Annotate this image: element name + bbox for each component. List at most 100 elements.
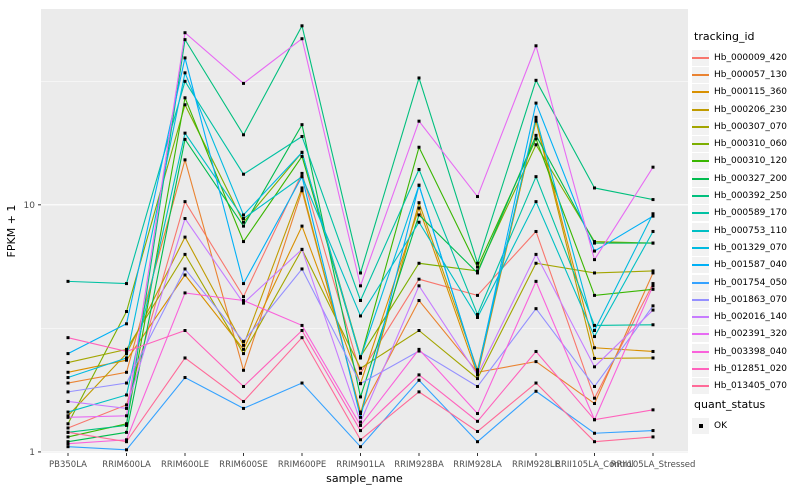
data-point (183, 267, 187, 271)
data-point (242, 172, 245, 176)
data-point (66, 435, 70, 439)
data-point (66, 352, 70, 356)
data-point (593, 249, 596, 253)
legend-item: Hb_001754_050 (692, 274, 798, 291)
data-point (417, 167, 421, 171)
legend-label: Hb_003398_040 (714, 346, 788, 357)
data-point (183, 217, 187, 221)
legend-item: Hb_000206_230 (692, 101, 798, 118)
data-point (300, 154, 304, 158)
data-point (417, 201, 421, 205)
data-point (534, 279, 538, 283)
data-point (651, 165, 655, 169)
data-point (534, 261, 538, 265)
legend-item: Hb_000115_360 (692, 84, 798, 101)
data-point (300, 323, 304, 327)
series-line-key-icon (692, 205, 709, 222)
data-point (476, 377, 479, 381)
data-point (476, 373, 479, 377)
data-point (651, 282, 655, 286)
data-point (242, 220, 245, 224)
data-point (417, 119, 421, 123)
data-point (242, 352, 245, 356)
data-point (125, 310, 128, 314)
data-point (417, 277, 421, 281)
data-point (476, 195, 479, 199)
data-point (534, 78, 538, 82)
data-point (593, 418, 596, 422)
data-point (417, 213, 421, 217)
x-axis-title: sample_name (326, 472, 403, 485)
data-point (417, 298, 421, 302)
data-point (125, 448, 128, 452)
data-point (300, 189, 304, 193)
x-tick-label: RRIM928BA (394, 460, 444, 470)
data-point (242, 224, 245, 228)
data-point (593, 431, 596, 435)
data-point (242, 406, 245, 410)
legend-item: Hb_000589_170 (692, 205, 798, 222)
data-point (359, 298, 362, 302)
data-point (359, 420, 362, 424)
data-point (534, 115, 538, 119)
data-point (125, 282, 128, 286)
series-line-key-icon (692, 136, 709, 153)
data-point (651, 429, 655, 433)
data-point (593, 335, 596, 339)
legend-item: Hb_000310_060 (692, 135, 798, 153)
data-point (651, 308, 655, 312)
x-tick-label: RRII105LA_Control (555, 460, 634, 470)
data-point (183, 235, 187, 239)
data-point (534, 252, 538, 256)
data-point (242, 81, 245, 85)
legend-label: Hb_002391_320 (714, 329, 788, 340)
data-point (359, 366, 362, 370)
x-tick-label: RRIM600LA (102, 460, 151, 470)
data-point (651, 214, 655, 218)
data-point (417, 145, 421, 149)
legend-title-quant-status: quant_status (694, 398, 766, 411)
legend-label: Hb_000009_420 (714, 52, 788, 63)
data-point (534, 360, 538, 364)
data-point (183, 131, 187, 135)
data-point (66, 415, 70, 419)
data-point (66, 336, 70, 340)
data-point (534, 44, 538, 48)
data-point (242, 240, 245, 244)
legend-item-ok: OK (692, 417, 798, 434)
ok-square-icon (692, 417, 709, 434)
series-line-key-icon (692, 343, 709, 360)
data-point (417, 220, 421, 224)
data-point (651, 323, 655, 327)
data-point (183, 71, 187, 75)
legend-item: Hb_000327_200 (692, 170, 798, 187)
data-point (183, 79, 187, 83)
data-point (476, 271, 479, 275)
data-point (417, 347, 421, 351)
data-point (476, 440, 479, 444)
data-point (476, 419, 479, 423)
legend-item: Hb_012851_020 (692, 360, 798, 377)
data-point (593, 186, 596, 190)
data-point (183, 200, 187, 204)
data-point (242, 343, 245, 347)
data-point (125, 322, 128, 326)
data-point (534, 143, 538, 147)
legend-item-list: Hb_000009_420 Hb_000057_130 Hb_000115_360 H… (692, 49, 798, 395)
data-point (183, 38, 187, 42)
data-point (651, 271, 655, 275)
data-point (183, 291, 187, 295)
data-point (125, 403, 128, 407)
data-point (593, 241, 596, 245)
data-point (125, 393, 128, 397)
data-point (66, 422, 70, 426)
series-line-key-icon (692, 170, 709, 187)
data-point (242, 282, 245, 286)
series-line-key-icon (692, 188, 709, 205)
data-point (66, 442, 70, 446)
legend-label: OK (714, 420, 727, 431)
legend-item: Hb_001329_070 (692, 239, 798, 256)
data-point (359, 284, 362, 288)
